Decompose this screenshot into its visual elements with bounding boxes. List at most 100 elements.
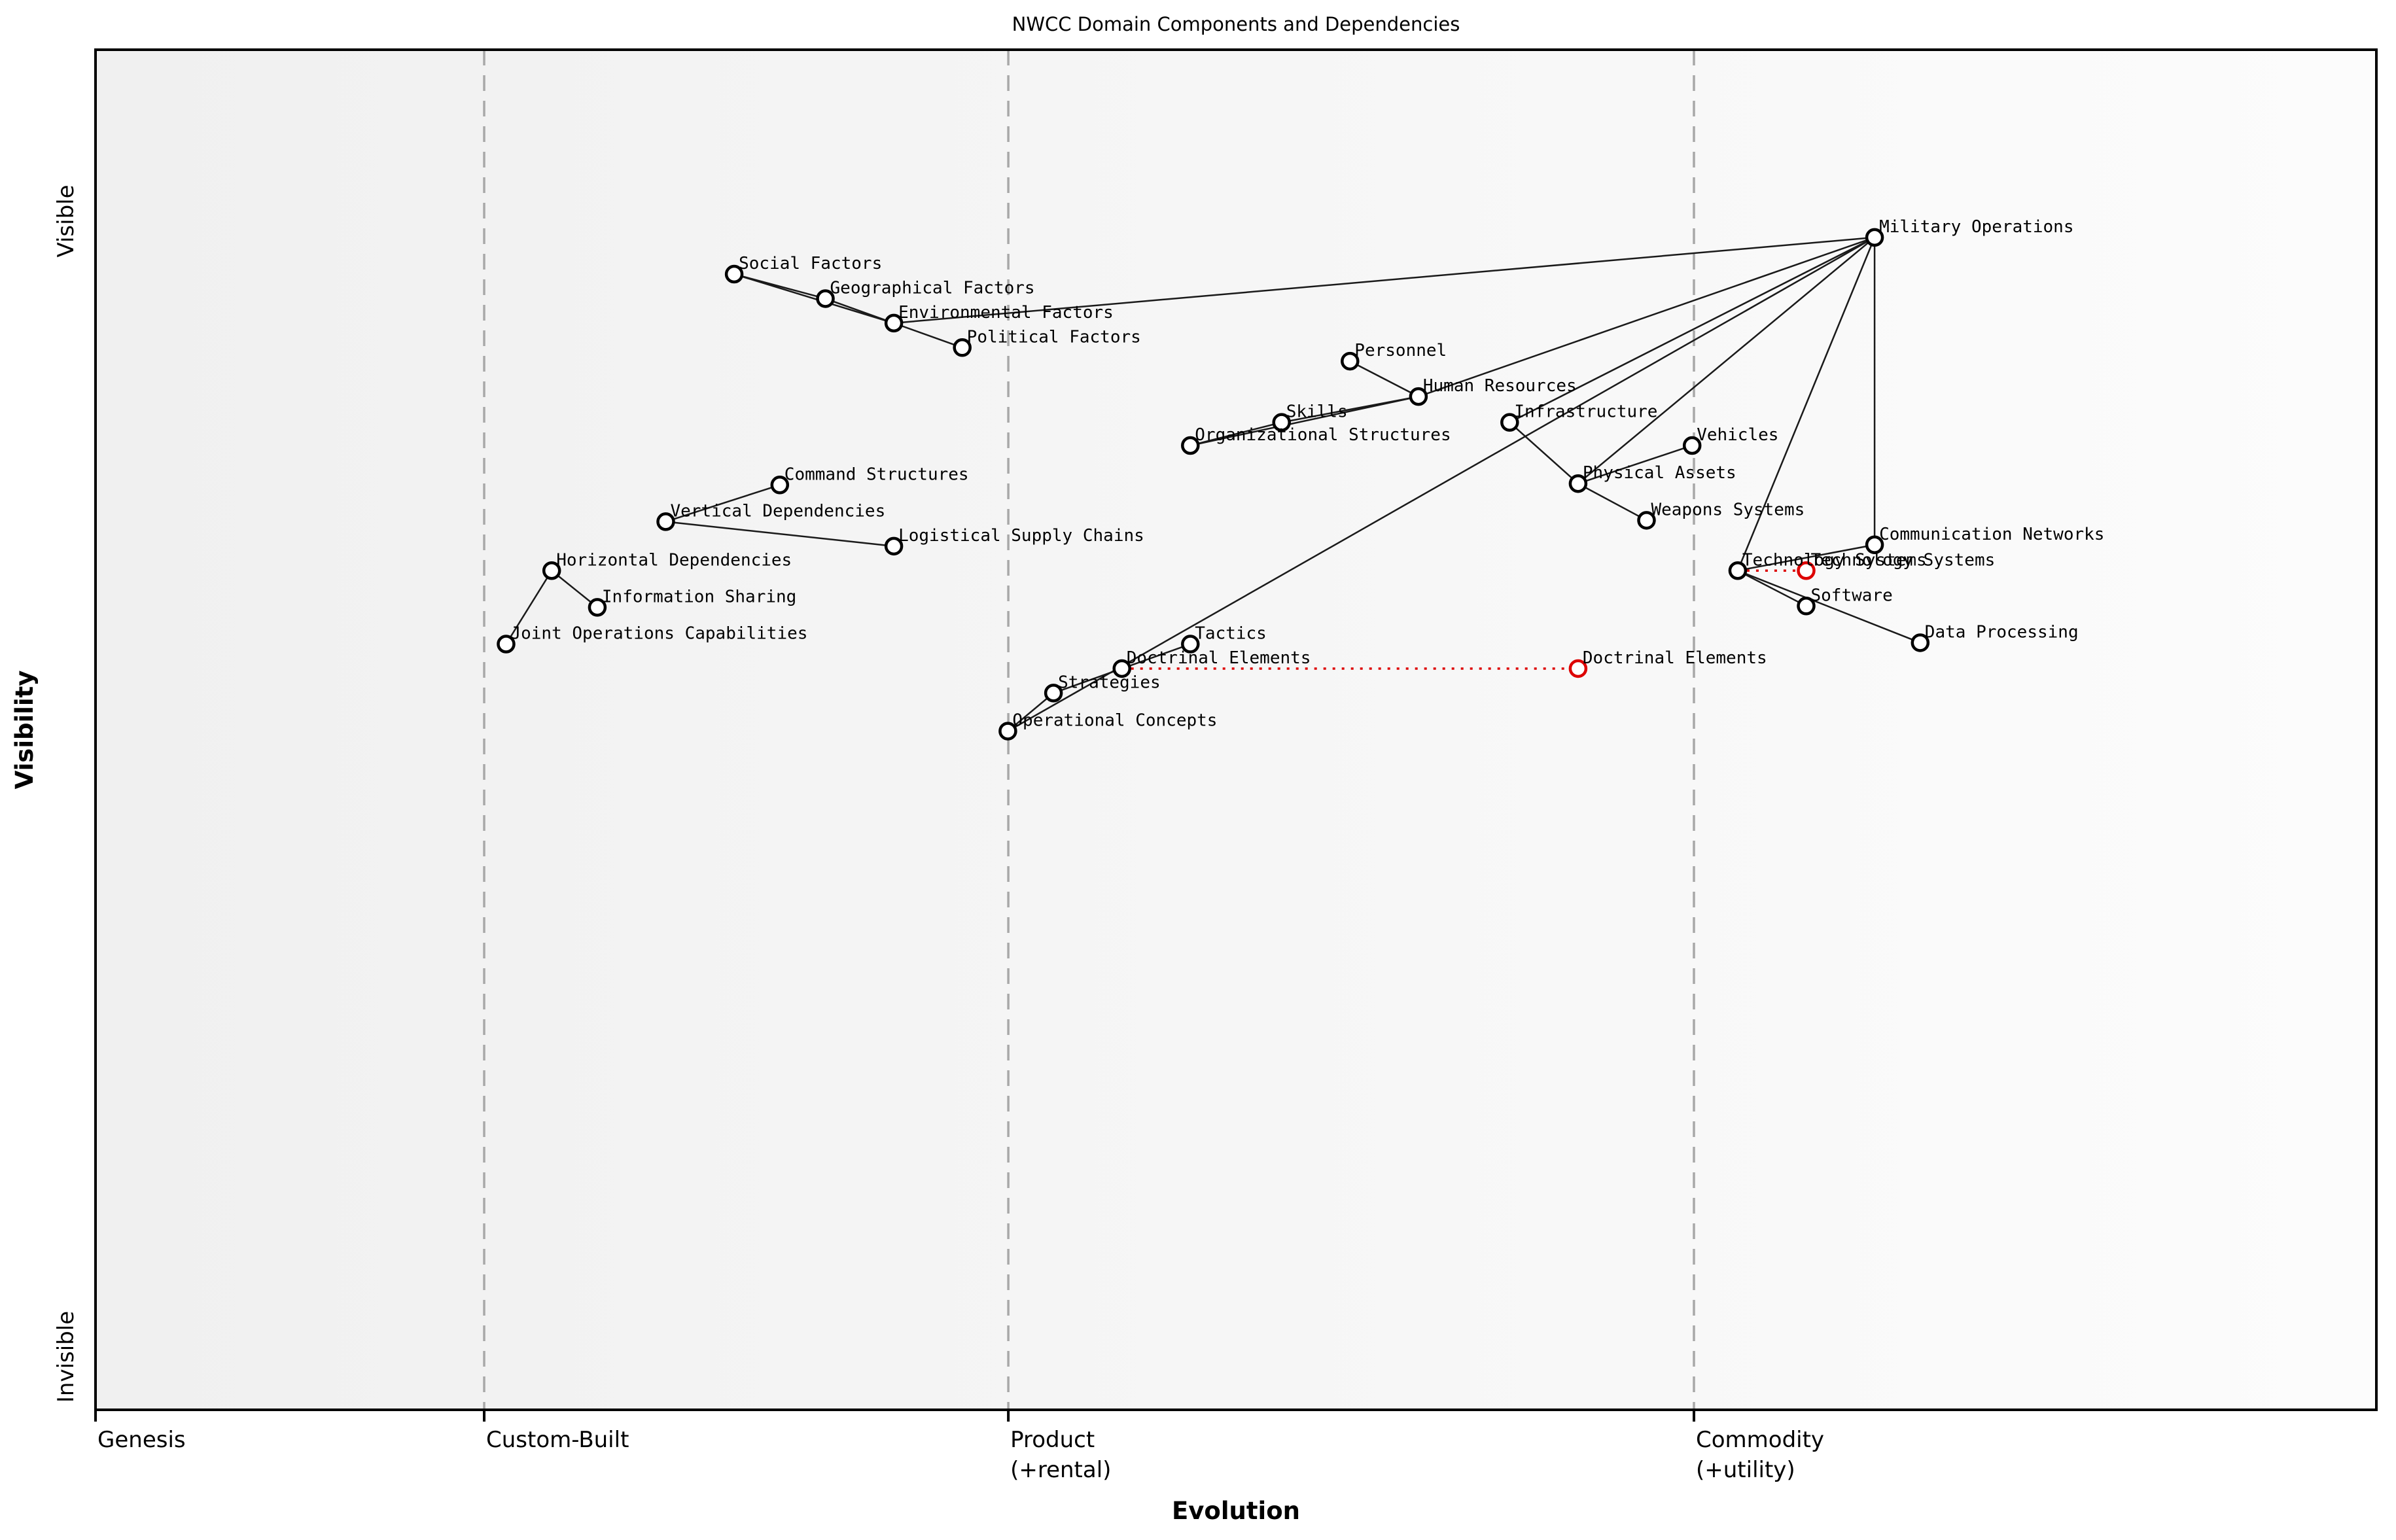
node-label-organizational_structures: Organizational Structures [1195,425,1451,445]
node-infrastructure [1500,413,1519,432]
evolution-links-layer [1121,569,1806,670]
evolved-node-doctrinal_elements_evolved [1568,659,1588,678]
edge-military_operations--operational_concepts [1007,236,1875,732]
x-axis-label: Evolution [1172,1497,1300,1525]
evolved-node-technology_systems_evolved [1797,561,1816,580]
edge-organizational_structures--human_resources [1190,395,1419,447]
gridlines-layer [483,50,1695,1410]
node-label-social_factors: Social Factors [739,254,882,273]
edge-vehicles--physical_assets [1577,444,1693,485]
node-vertical_dependencies [656,512,675,531]
node-label-physical_assets: Physical Assets [1583,463,1736,483]
node-human_resources [1409,387,1428,406]
node-military_operations [1865,228,1884,247]
edge-vertical_dependencies--logistical_supply_chains [665,521,894,548]
node-label-joint_operations_capabilities: Joint Operations Capabilities [510,624,807,644]
node-label-vehicles: Vehicles [1697,425,1778,445]
node-label-operational_concepts: Operational Concepts [1012,711,1217,731]
x-tick-label-genesis: Genesis [97,1427,186,1453]
node-skills [1272,413,1291,432]
node-label-human_resources: Human Resources [1423,376,1577,396]
edge-strategies--operational_concepts [1007,692,1054,732]
node-label-software: Software [1811,586,1893,605]
node-label-technology_systems: Technology Systems [1742,550,1927,570]
y-tick-visible: Visible [53,184,79,257]
node-label-tactics: Tactics [1195,624,1267,644]
node-horizontal_dependencies [542,561,561,580]
node-label-strategies: Strategies [1058,673,1161,692]
edge-horizontal_dependencies--joint_operations_capabilities [505,570,553,645]
edge-military_operations--infrastructure [1509,236,1875,423]
node-communication_networks [1865,535,1884,555]
axis-ticks-layer: Genesis Custom-Built Product (+rental) Commo… [94,1410,1824,1483]
node-label-weapons_systems: Weapons Systems [1651,500,1805,519]
node-label-geographical_factors: Geographical Factors [830,278,1035,298]
edge-military_operations--technology_systems [1736,237,1876,571]
node-label-skills: Skills [1286,402,1348,422]
x-tick-label-commodity: Commodity (+utility) [1696,1427,1824,1483]
y-axis-label: Visibility [10,671,39,790]
edge-personnel--human_resources [1349,360,1419,398]
node-strategies [1044,684,1063,703]
edge-military_operations--physical_assets [1577,236,1875,485]
component-nodes-layer [497,228,1930,741]
edge-tactics--doctrinal_elements [1121,643,1191,670]
node-label-communication_networks: Communication Networks [1879,525,2104,544]
node-label-data_processing: Data Processing [1925,622,2079,642]
node-label-infrastructure: Infrastructure [1514,402,1657,422]
node-joint_operations_capabilities [497,635,516,654]
node-technology_systems [1728,561,1748,580]
node-vehicles [1682,436,1702,455]
node-label-logistical_supply_chains: Logistical Supply Chains [898,526,1144,546]
edge-social_factors--environmental_factors [733,273,894,324]
node-personnel [1341,351,1360,371]
node-operational_concepts [998,722,1017,741]
node-tactics [1181,635,1200,654]
plot-border [94,48,2378,1411]
node-weapons_systems [1637,511,1656,530]
y-tick-invisible: Invisible [53,1311,79,1403]
edge-technology_systems--software [1737,570,1807,607]
edge-military_operations--human_resources [1418,236,1875,398]
node-label-environmental_factors: Environmental Factors [898,303,1114,323]
edge-environmental_factors--political_factors [893,322,963,349]
node-label-personnel: Personnel [1354,341,1447,360]
chart-title: NWCC Domain Components and Dependencies [1012,13,1460,35]
node-information_sharing [588,598,607,617]
edge-command_structures--vertical_dependencies [665,484,781,523]
node-label-vertical_dependencies: Vertical Dependencies [671,501,886,521]
plot-area [96,50,2376,1410]
node-environmental_factors [884,313,904,333]
node-physical_assets [1568,474,1588,493]
edge-physical_assets--weapons_systems [1577,483,1647,521]
edge-geographical_factors--environmental_factors [825,298,894,324]
evolved-node-label-doctrinal_elements_evolved: Doctrinal Elements [1583,648,1767,668]
node-label-horizontal_dependencies: Horizontal Dependencies [556,550,792,570]
node-organizational_structures [1181,436,1200,455]
node-command_structures [770,476,790,495]
evolved-node-label-technology_systems_evolved: Technology Systems [1811,550,1996,570]
node-data_processing [1911,633,1930,652]
edge-technology_systems--data_processing [1737,570,1921,644]
node-social_factors [724,264,744,284]
component-labels-layer: Military Operations Social Factors Geograp… [510,217,2104,731]
node-label-information_sharing: Information Sharing [602,587,796,606]
node-geographical_factors [816,289,835,308]
x-tick-label-product: Product (+rental) [1010,1427,1111,1483]
node-label-command_structures: Command Structures [784,464,969,484]
node-doctrinal_elements [1112,659,1131,678]
node-software [1797,597,1816,616]
edge-communication_networks--technology_systems [1737,544,1875,572]
node-label-political_factors: Political Factors [967,327,1141,347]
node-label-military_operations: Military Operations [1879,217,2073,237]
edge-infrastructure--physical_assets [1509,421,1579,485]
dependency-edges-layer [505,236,1921,732]
edge-military_operations--environmental_factors [893,236,1875,324]
node-political_factors [953,338,972,357]
node-logistical_supply_chains [884,536,904,556]
x-tick-label-custom-built: Custom-Built [486,1427,629,1453]
edge-horizontal_dependencies--information_sharing [551,570,598,608]
node-label-doctrinal_elements: Doctrinal Elements [1127,648,1311,668]
